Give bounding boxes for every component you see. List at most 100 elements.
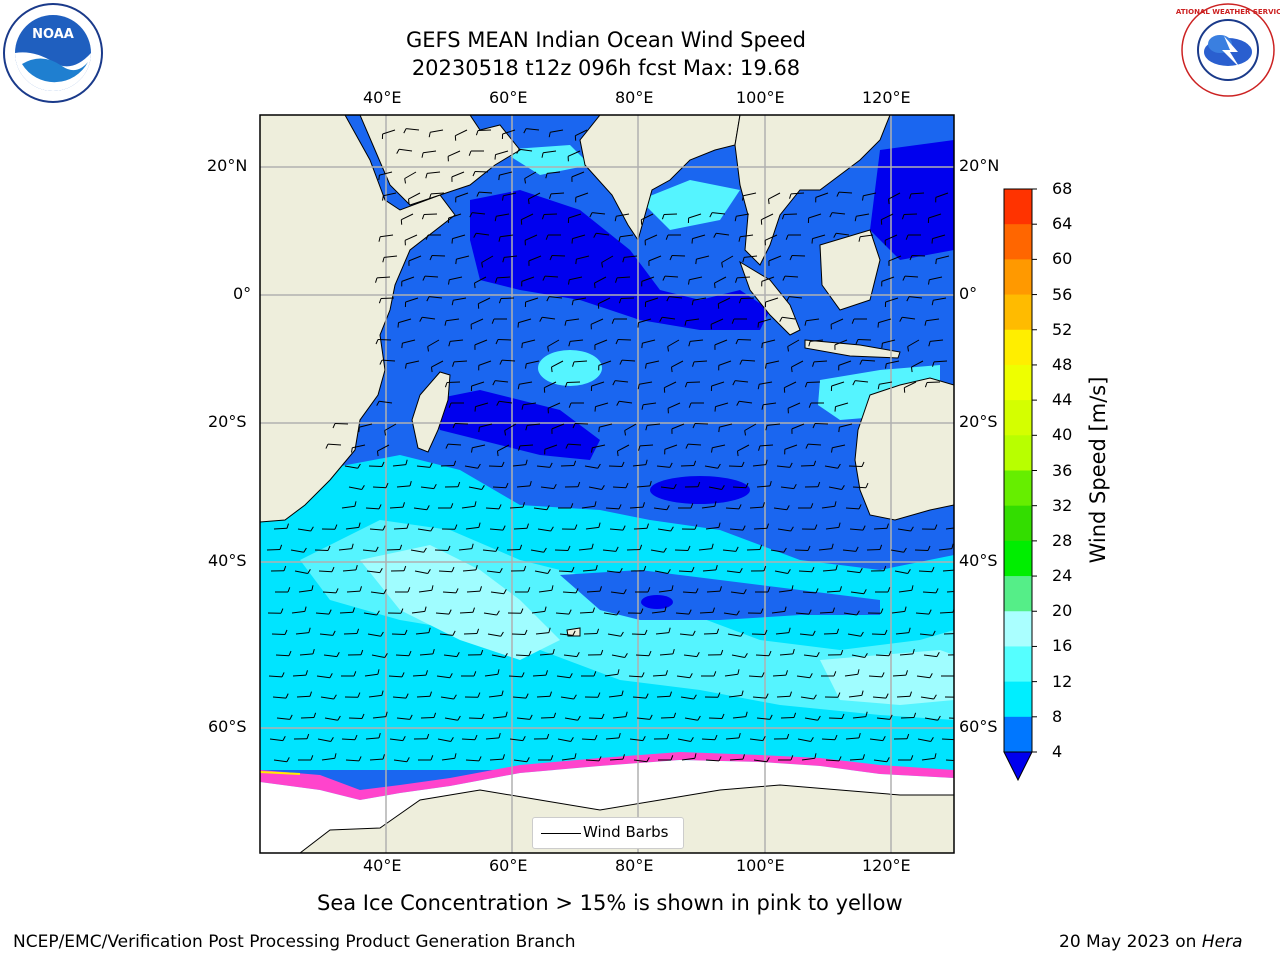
wind-barb (408, 192, 421, 200)
wind-barb (490, 591, 504, 595)
wind-barb-flag (642, 735, 646, 741)
wind-barb (406, 360, 420, 365)
wind-barb (585, 759, 600, 762)
wind-barb-flag (445, 443, 449, 449)
wind-barb-flag (304, 606, 307, 612)
wind-barb (599, 423, 613, 428)
wind-barb-flag (855, 339, 859, 345)
wind-barb-flag (614, 216, 617, 222)
wind-barb (866, 549, 881, 551)
wind-barb-flag (668, 627, 671, 633)
wind-barb-flag (885, 693, 889, 699)
wind-barb (508, 675, 523, 678)
wind-barb-flag (714, 501, 717, 507)
wind-barb-flag (813, 694, 817, 700)
wind-barb-flag (594, 734, 598, 740)
wind-barb-flag (591, 447, 593, 453)
wind-barb (543, 150, 557, 154)
wind-barb-flag (959, 756, 961, 761)
wind-barb (729, 528, 744, 531)
wind-barb (682, 591, 697, 594)
wind-barb-flag (888, 650, 892, 656)
wind-barb-flag (757, 384, 760, 390)
wind-barb-flag (547, 346, 549, 352)
wind-barb (838, 191, 853, 194)
wind-barb-flag (697, 481, 701, 487)
wind-barb-flag (667, 346, 669, 352)
wind-barb-flag (899, 316, 903, 322)
wind-barb (657, 528, 671, 532)
wind-barb-flag (786, 733, 790, 739)
wind-barb-flag (469, 212, 473, 218)
wind-barb (635, 654, 650, 657)
wind-barb (478, 297, 491, 305)
wind-barb-flag (877, 384, 880, 390)
wind-barb (488, 465, 503, 467)
wind-barb-flag (731, 318, 735, 324)
wind-barb (848, 694, 862, 698)
wind-barb (472, 444, 486, 449)
wind-barb (423, 150, 437, 154)
wind-barb (402, 339, 416, 344)
wind-barb-flag (857, 669, 860, 675)
wind-barb (447, 443, 462, 446)
wind-barb (609, 528, 624, 531)
wind-barb-flag (396, 148, 400, 154)
wind-barb (463, 633, 478, 635)
wind-barb (629, 738, 643, 742)
wind-barb-flag (421, 152, 424, 158)
wind-barb (797, 738, 811, 742)
wind-barb-flag (690, 737, 694, 742)
wind-barb-flag (912, 648, 915, 655)
wind-barb (569, 276, 583, 281)
wind-barb-flag (789, 691, 792, 697)
wind-barb (298, 589, 312, 593)
wind-barb (898, 589, 912, 593)
wind-barb-flag (526, 523, 529, 529)
wind-barb (456, 255, 470, 260)
wind-barb (536, 695, 551, 698)
wind-barb-flag (572, 630, 576, 636)
wind-barb-flag (598, 522, 601, 528)
wind-barb (825, 759, 840, 762)
wind-barb-flag (408, 650, 412, 656)
wind-barb (636, 717, 650, 720)
wind-barb-flag (886, 523, 889, 529)
wind-barb (574, 423, 589, 425)
wind-barb (492, 716, 506, 719)
wind-barb (687, 443, 702, 446)
wind-barb (710, 318, 724, 325)
wind-barb-flag (378, 732, 381, 739)
wind-barb-flag (833, 671, 837, 677)
wind-barb-flag (544, 606, 547, 612)
wind-barb-flag (709, 212, 713, 218)
wind-barb (345, 759, 360, 762)
wind-barb (454, 423, 469, 425)
wind-barb (647, 423, 661, 426)
wind-barb (847, 633, 861, 637)
map-frame (259, 114, 955, 854)
wind-barb-flag (524, 178, 526, 184)
wind-barb-flag (421, 214, 425, 220)
wind-barb-flag (351, 543, 354, 549)
wind-barb-flag (453, 694, 457, 700)
wind-barb (582, 569, 597, 572)
wind-barb (664, 444, 678, 450)
wind-barb-flag (547, 569, 551, 574)
wind-barb (903, 213, 918, 215)
wind-barb (446, 381, 461, 383)
wind-barb (448, 213, 462, 219)
wind-barb (389, 738, 403, 742)
wind-barb (723, 612, 737, 616)
wind-barb-flag (906, 733, 910, 739)
wind-barb (556, 675, 570, 679)
wind-barb-flag (835, 564, 838, 571)
wind-barb-flag (401, 672, 405, 678)
wind-barb (528, 255, 542, 262)
wind-barb-flag (929, 673, 933, 679)
wind-barb (900, 717, 915, 719)
wind-barb-flag (936, 651, 940, 657)
wind-barb-flag (331, 566, 335, 572)
wind-barb (558, 570, 573, 573)
wind-barb (462, 569, 477, 572)
